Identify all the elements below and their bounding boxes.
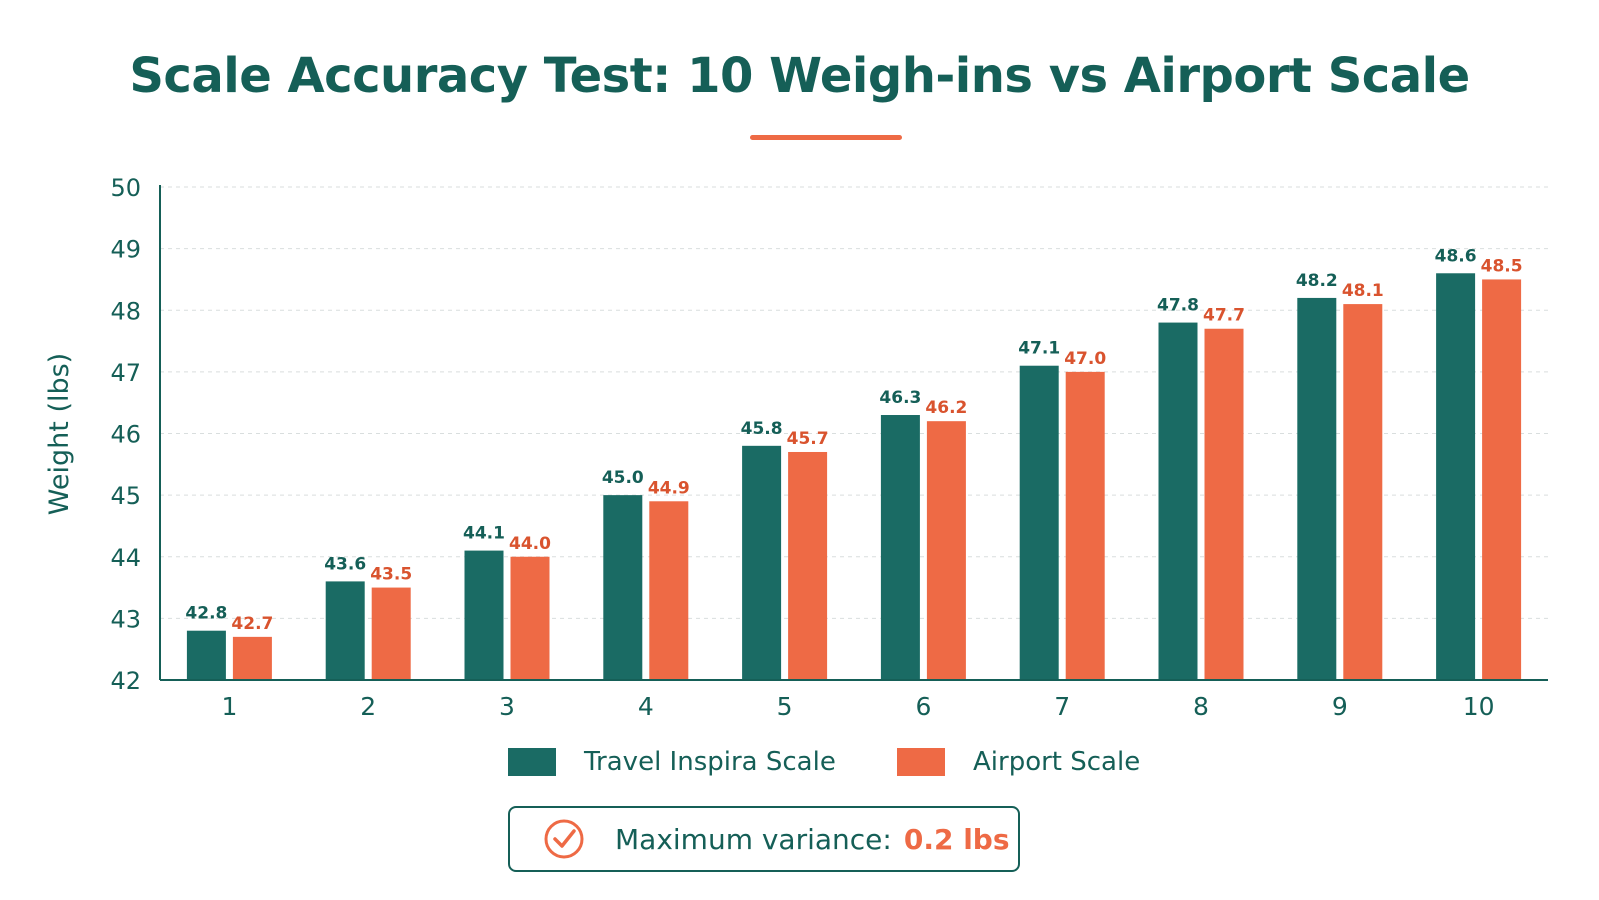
data-label-travel-inspira-4: 45.0 <box>602 468 644 488</box>
bar-airport-3 <box>510 556 550 680</box>
data-label-travel-inspira-2: 43.6 <box>324 554 366 574</box>
data-label-travel-inspira-7: 47.1 <box>1018 339 1060 359</box>
data-label-travel-inspira-6: 46.3 <box>879 388 921 408</box>
bar-travel-inspira-9 <box>1297 297 1337 680</box>
gridlines <box>160 186 1548 619</box>
bar-travel-inspira-7 <box>1019 365 1059 680</box>
bar-airport-6 <box>926 421 966 680</box>
data-label-travel-inspira-1: 42.8 <box>185 604 227 624</box>
x-tick-label: 2 <box>360 692 376 721</box>
legend-label-travel-inspira: Travel Inspira Scale <box>584 747 836 777</box>
legend-item-airport: Airport Scale <box>897 747 1140 777</box>
bar-travel-inspira-10 <box>1436 273 1476 680</box>
data-label-airport-2: 43.5 <box>370 565 412 585</box>
y-tick-label: 49 <box>110 236 141 264</box>
variance-value: 0.2 lbs <box>903 822 1010 856</box>
y-tick-label: 47 <box>110 359 141 387</box>
data-label-airport-9: 48.1 <box>1342 281 1384 301</box>
check-circle-icon <box>544 819 584 859</box>
bar-airport-5 <box>788 451 828 680</box>
data-label-airport-8: 47.7 <box>1203 306 1245 326</box>
bar-airport-9 <box>1343 304 1383 680</box>
y-tick-label: 48 <box>110 297 141 325</box>
bar-travel-inspira-8 <box>1158 322 1198 680</box>
legend-label-airport: Airport Scale <box>973 747 1141 777</box>
bar-travel-inspira-6 <box>880 415 920 680</box>
y-tick-label: 44 <box>110 544 141 572</box>
data-label-airport-5: 45.7 <box>787 429 829 449</box>
bar-travel-inspira-4 <box>603 495 643 680</box>
y-tick-label: 45 <box>110 482 141 510</box>
data-label-travel-inspira-10: 48.6 <box>1435 246 1477 266</box>
chart-title: Scale Accuracy Test: 10 Weigh-ins vs Air… <box>129 48 1470 104</box>
x-tick-label: 1 <box>221 692 237 721</box>
x-tick-label: 9 <box>1332 692 1348 721</box>
title-underline <box>750 135 902 140</box>
data-labels: 42.842.7 43.643.5 44.144.0 45.044.9 45.845.7… <box>185 246 1522 634</box>
bar-airport-4 <box>649 501 689 680</box>
y-tick-label: 42 <box>110 667 141 695</box>
y-tick-label: 50 <box>110 174 141 202</box>
x-tick-label: 10 <box>1463 692 1495 721</box>
data-label-airport-6: 46.2 <box>925 398 967 418</box>
x-tick-label: 4 <box>638 692 654 721</box>
legend-item-travel-inspira: Travel Inspira Scale <box>508 747 836 777</box>
data-label-airport-3: 44.0 <box>509 534 551 554</box>
bar-airport-1 <box>232 636 272 680</box>
data-label-travel-inspira-3: 44.1 <box>463 524 505 544</box>
bar-airport-7 <box>1065 371 1105 680</box>
bar-travel-inspira-2 <box>325 581 365 680</box>
x-tick-label: 6 <box>915 692 931 721</box>
y-tick-label: 46 <box>110 421 141 449</box>
bar-airport-2 <box>371 587 411 680</box>
bars <box>186 273 1522 680</box>
data-label-travel-inspira-5: 45.8 <box>741 419 783 439</box>
bar-travel-inspira-5 <box>742 445 782 680</box>
data-label-airport-7: 47.0 <box>1064 349 1106 369</box>
bar-travel-inspira-1 <box>186 630 226 680</box>
variance-label: Maximum variance: <box>615 822 892 856</box>
bar-airport-10 <box>1482 279 1522 680</box>
x-tick-label: 3 <box>499 692 515 721</box>
y-tick-label: 43 <box>110 605 141 633</box>
data-label-travel-inspira-8: 47.8 <box>1157 296 1199 316</box>
variance-callout: Maximum variance: 0.2 lbs <box>508 806 1020 872</box>
legend-swatch-airport <box>897 748 945 776</box>
data-label-airport-4: 44.9 <box>648 478 690 498</box>
x-tick-label: 5 <box>777 692 793 721</box>
data-label-airport-1: 42.7 <box>231 614 273 634</box>
x-tick-label: 7 <box>1054 692 1070 721</box>
bar-travel-inspira-3 <box>464 550 504 680</box>
legend-swatch-travel-inspira <box>508 748 556 776</box>
bar-airport-8 <box>1204 328 1244 680</box>
y-axis-title: Weight (lbs) <box>44 353 75 515</box>
data-label-travel-inspira-9: 48.2 <box>1296 271 1338 291</box>
x-tick-label: 8 <box>1193 692 1209 721</box>
data-label-airport-10: 48.5 <box>1481 256 1523 276</box>
